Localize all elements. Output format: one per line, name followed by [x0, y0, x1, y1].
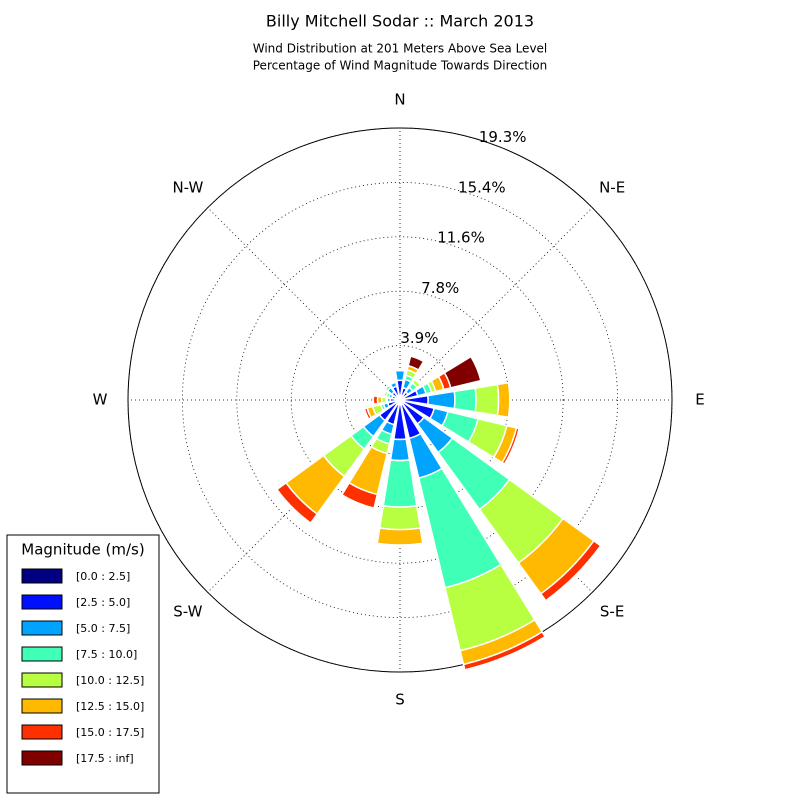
legend-swatch	[21, 594, 63, 610]
wedge	[407, 355, 425, 371]
legend-label: [0.0 : 2.5]	[76, 570, 130, 583]
wedge	[341, 494, 375, 509]
r-tick-label: 19.3%	[479, 128, 527, 146]
wedge	[382, 458, 418, 508]
direction-label: N	[394, 91, 405, 109]
wedge	[414, 378, 422, 386]
legend-title: Magnitude (m/s)	[21, 541, 144, 559]
chart-title: Billy Mitchell Sodar :: March 2013	[266, 12, 534, 31]
grid-spoke	[207, 207, 401, 401]
wedge	[453, 387, 477, 413]
r-tick-label: 7.8%	[421, 279, 459, 297]
r-tick-label: 3.9%	[400, 329, 438, 347]
direction-label: S-E	[600, 603, 624, 621]
wedge	[394, 369, 406, 382]
direction-label: N-W	[172, 178, 203, 196]
wedge	[378, 504, 422, 531]
legend-label: [10.0 : 12.5]	[76, 674, 144, 687]
wedge	[389, 438, 411, 462]
wedge	[382, 390, 387, 397]
r-tick-label: 15.4%	[458, 178, 506, 196]
direction-label: E	[695, 391, 704, 409]
r-tick-label: 11.6%	[437, 229, 485, 247]
direction-label: N-E	[599, 178, 625, 196]
legend-swatch	[21, 620, 63, 636]
legend-swatch	[21, 646, 63, 662]
legend-swatch	[21, 724, 63, 740]
wedge	[474, 383, 500, 417]
legend-label: [15.0 : 17.5]	[76, 726, 144, 739]
legend-swatch	[21, 750, 63, 766]
legend-swatch	[21, 568, 63, 584]
legend-label: [7.5 : 10.0]	[76, 648, 137, 661]
wedge	[426, 390, 456, 410]
legend-label: [5.0 : 7.5]	[76, 622, 130, 635]
legend-swatch	[21, 698, 63, 714]
legend-swatch	[21, 672, 63, 688]
grid-spoke	[399, 207, 593, 401]
wedge	[496, 381, 511, 419]
wedge	[376, 527, 424, 546]
wedge	[507, 382, 511, 418]
legend-label: [2.5 : 5.0]	[76, 596, 130, 609]
grid-ring	[236, 236, 564, 564]
legend-label: [17.5 : inf]	[76, 752, 134, 765]
grid-ring	[181, 181, 619, 619]
wedge	[443, 355, 482, 389]
chart-subtitle: Percentage of Wind Magnitude Towards Dir…	[253, 59, 547, 73]
wedge	[384, 384, 390, 390]
wedge	[503, 428, 520, 465]
direction-label: S-W	[173, 603, 202, 621]
direction-label: W	[93, 391, 108, 409]
wedge	[390, 381, 396, 386]
grid-ring	[127, 127, 673, 673]
chart-subtitle: Wind Distribution at 201 Meters Above Se…	[253, 42, 548, 56]
legend-label: [12.5 : 15.0]	[76, 700, 144, 713]
direction-label: S	[395, 691, 405, 709]
